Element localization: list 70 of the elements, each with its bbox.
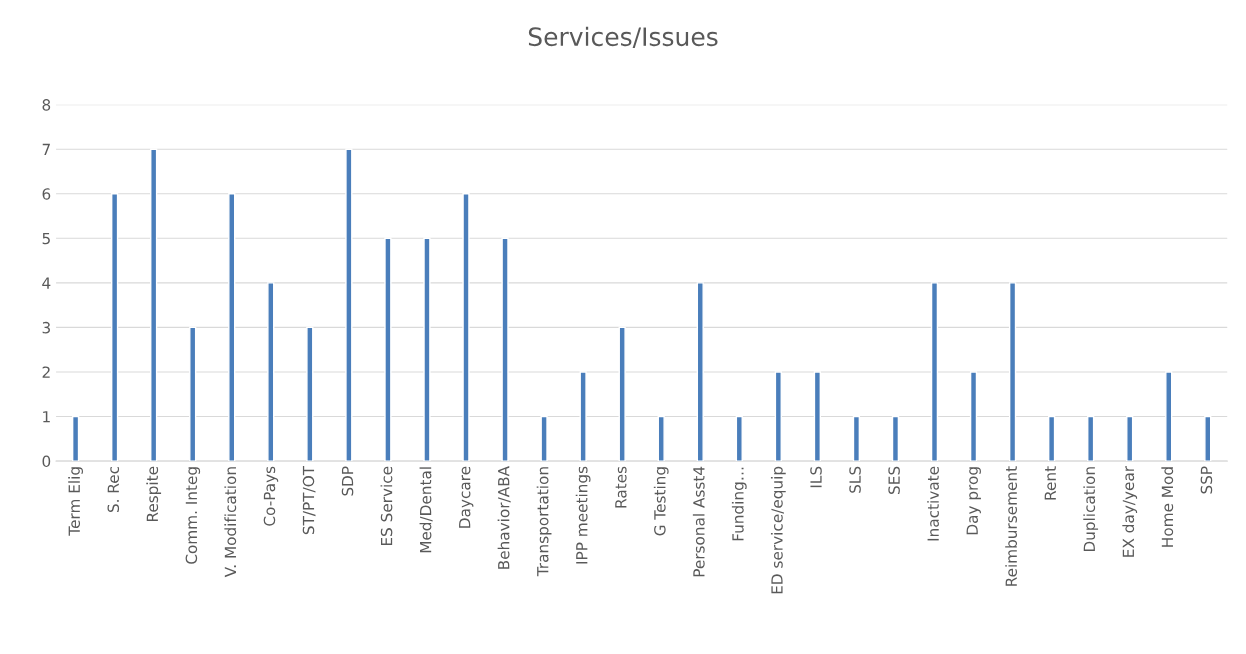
bar [111,193,119,462]
bar [306,326,314,462]
bar [150,148,158,462]
x-tick-label: Behavior/ABA [497,466,511,569]
y-tick-label: 8 [42,99,51,111]
bar [267,282,275,462]
y-tick-label: 6 [42,188,51,200]
bar [1008,282,1017,462]
bar [1204,415,1212,462]
bar [71,415,80,462]
x-tick-label: V. Modification [224,467,237,578]
x-tick-label: Med/Dental [419,467,433,553]
y-tick-label: 2 [42,366,50,378]
x-tick-label: SSP [1200,466,1213,494]
x-tick-label: ST/PT/OT [302,465,316,535]
x-tick-label: Reimbursement [1005,466,1018,586]
x-tick-label: EX day/year [1122,465,1138,557]
x-tick-label: Daycare [459,466,474,528]
x-tick-label: ES Service [380,466,393,546]
bar [696,282,704,462]
bar [540,415,548,462]
bar [423,237,431,462]
x-tick-label: Duplication [1083,467,1099,552]
bar [969,371,978,462]
bar [501,237,509,462]
x-tick-label: G Testing [653,467,669,536]
bar [1165,371,1173,462]
bar [462,193,470,462]
bar [1126,415,1134,462]
bar [774,371,782,462]
x-tick-label: Day prog [966,467,981,535]
bar [930,282,939,462]
bar [813,371,821,462]
x-tick-label: SDP [341,466,354,496]
x-tick-label: S. Rec [107,466,120,513]
bar [228,193,236,462]
x-tick-label: SLS [849,466,861,493]
x-tick-label: SES [888,466,900,494]
x-tick-label: Inactivate [927,466,939,541]
bar [1087,415,1095,462]
y-tick-label: 4 [42,277,51,289]
bar [618,326,626,462]
x-tick-label: Term Elig [68,467,83,536]
bar [1048,415,1056,462]
bar [735,415,743,462]
x-tick-label: Respite [146,466,162,522]
bar [579,371,587,462]
y-tick-label: 3 [42,321,50,334]
y-tick-label: 7 [42,143,50,155]
bar [189,326,197,462]
x-tick-label: Comm. Integ [185,467,201,564]
x-tick-label: Rent [1044,466,1057,500]
bar [852,415,861,462]
y-tick-label: 0 [42,455,51,468]
x-tick-label: Home Mod [1161,467,1174,547]
bar [384,237,392,462]
chart-title: Services/Issues [528,26,718,49]
x-tick-label: Co-Pays [263,466,279,526]
x-tick-label: Personal Asst4 [692,466,705,577]
x-tick-label: ILS [810,466,822,488]
bar [891,415,900,462]
x-tick-label: Transportation [536,467,552,577]
y-tick-label: 5 [42,232,50,245]
x-tick-label: ED service/equip [770,466,786,594]
x-tick-label: Funding… [731,467,747,541]
x-tick-label: IPP meetings [575,466,591,564]
bar [345,148,353,462]
x-tick-label: Rates [615,466,627,508]
bar [657,415,665,462]
y-tick-label: 1 [43,411,50,423]
